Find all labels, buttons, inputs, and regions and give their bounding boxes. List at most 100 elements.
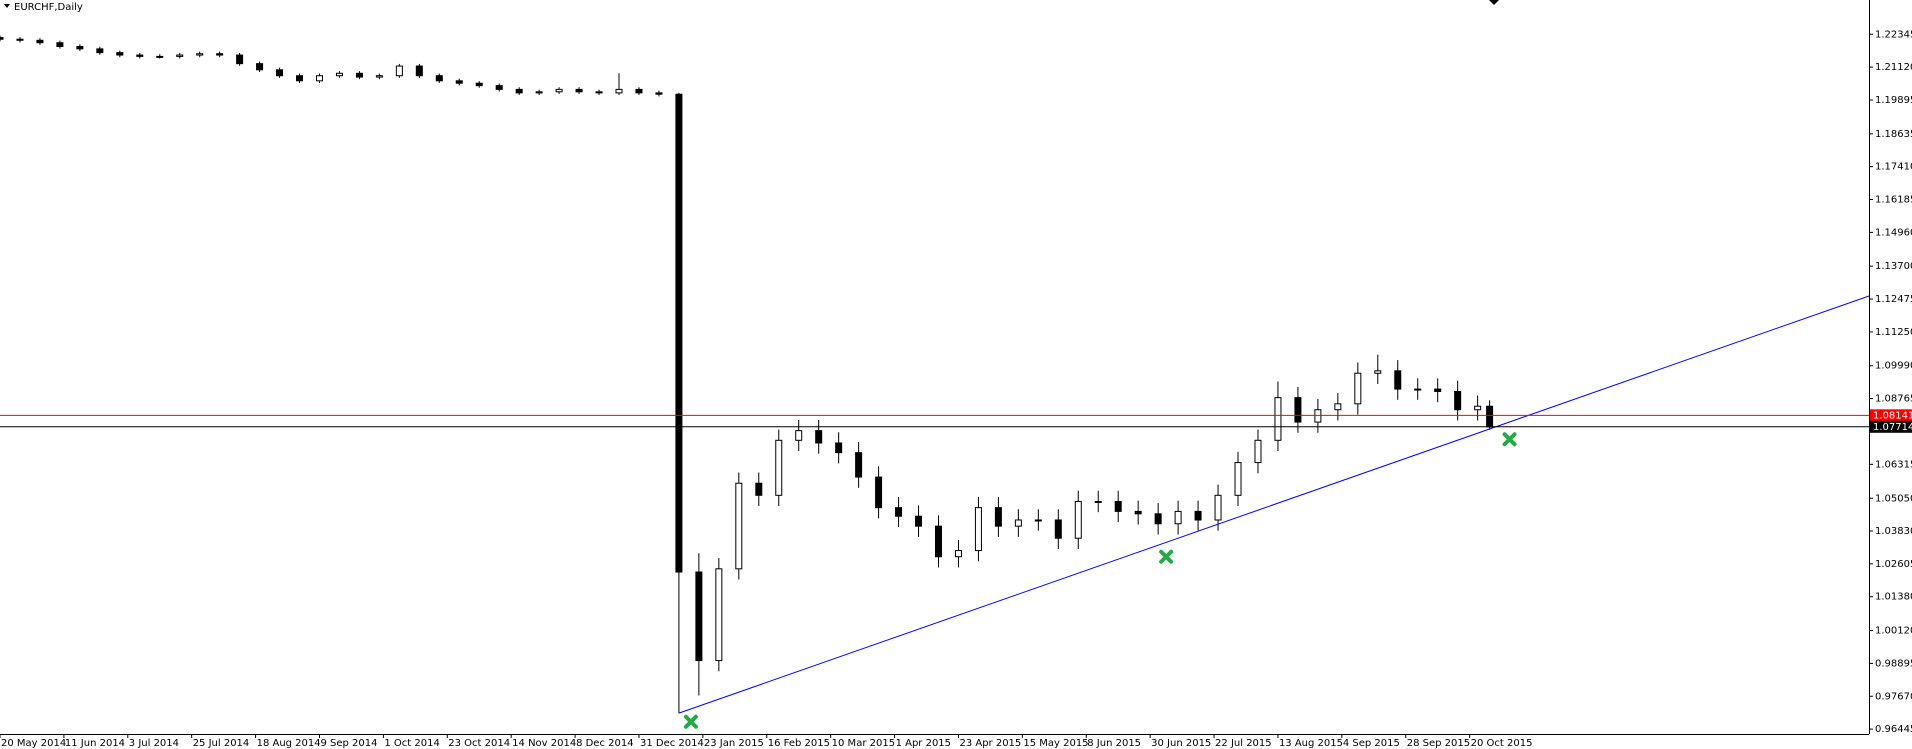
- y-tick-label: 1.16185: [1875, 195, 1912, 206]
- candle-body: [116, 52, 124, 56]
- price-label-box: [1870, 409, 1912, 422]
- x-tick-label: 1 Oct 2014: [384, 738, 439, 749]
- x-tick-label: 15 May 2015: [1023, 738, 1088, 749]
- price-label: 1.07714: [1873, 422, 1912, 433]
- candle-body: [1354, 372, 1362, 405]
- y-tick-label: 1.05050: [1875, 493, 1912, 504]
- x-tick-label: 3 Jul 2014: [129, 738, 179, 749]
- candle-body: [1434, 388, 1442, 392]
- x-tick-label: 18 Aug 2014: [257, 738, 321, 749]
- candle-body: [595, 91, 603, 94]
- menu-arrow[interactable]: [4, 4, 10, 8]
- candle-body: [0, 37, 4, 40]
- candle-body: [735, 482, 743, 570]
- candle-body: [216, 53, 224, 56]
- candle-body: [56, 42, 64, 47]
- y-tick-label: 1.13700: [1875, 261, 1912, 272]
- candle-body: [515, 88, 523, 94]
- price-label-box: [1870, 420, 1912, 433]
- candle-body: [1254, 439, 1262, 464]
- candle-body: [535, 91, 543, 94]
- x-tick-label: 9 Sep 2014: [320, 738, 377, 749]
- candle-body: [296, 75, 304, 82]
- price-label: 1.08141: [1873, 410, 1912, 421]
- x-tick-label: 23 Apr 2015: [959, 738, 1021, 749]
- candle-body: [1374, 370, 1382, 374]
- candle-body: [455, 80, 463, 84]
- candle-body: [954, 550, 962, 558]
- x-tick-label: 22 Jul 2015: [1215, 738, 1272, 749]
- candle-body: [775, 439, 783, 496]
- candle-body: [236, 54, 244, 65]
- x-tick-label: 13 Aug 2015: [1279, 738, 1343, 749]
- candle-body: [555, 88, 563, 93]
- candle-body: [575, 88, 583, 93]
- candle-body: [315, 75, 323, 82]
- candle-body: [1334, 403, 1342, 411]
- candle-body: [875, 476, 883, 509]
- candle-body: [1114, 500, 1122, 512]
- x-tick-label: 31 Dec 2014: [640, 738, 704, 749]
- x-marker: [1502, 432, 1517, 447]
- trendline: [678, 295, 1870, 714]
- candle-body: [276, 69, 284, 77]
- candle-body: [1294, 397, 1302, 423]
- y-tick-label: 1.03830: [1875, 526, 1912, 537]
- y-tick-label: 1.11250: [1875, 327, 1912, 338]
- candle-body: [1454, 390, 1462, 411]
- candle-body: [934, 525, 942, 558]
- candle-body: [1394, 370, 1402, 390]
- x-tick-label: 1 Apr 2015: [896, 738, 951, 749]
- shift-marker: [1489, 0, 1499, 5]
- candle-body: [1074, 500, 1082, 539]
- x-tick-label: 4 Sep 2015: [1343, 738, 1400, 749]
- candle-body: [1274, 397, 1282, 441]
- candle-body: [96, 48, 104, 54]
- y-tick-label: 1.14960: [1875, 227, 1912, 238]
- candle-body: [1054, 519, 1062, 539]
- candle-body: [855, 452, 863, 478]
- x-tick-label: 23 Jan 2015: [704, 738, 764, 749]
- candle-body: [1194, 510, 1202, 521]
- y-tick-label: 1.12475: [1875, 294, 1912, 305]
- y-tick-label: 1.18635: [1875, 129, 1912, 140]
- candle-body: [635, 88, 643, 94]
- candle-body: [136, 54, 144, 57]
- y-tick-label: 1.09990: [1875, 361, 1912, 372]
- y-tick-label: 1.02605: [1875, 559, 1912, 570]
- y-tick-label: 0.98895: [1875, 658, 1912, 669]
- x-tick-label: 10 Mar 2015: [832, 738, 895, 749]
- x-marker: [683, 714, 698, 729]
- candle-body: [795, 430, 803, 441]
- y-tick-label: 1.08765: [1875, 394, 1912, 405]
- x-tick-label: 30 Jun 2015: [1151, 738, 1211, 749]
- x-tick-label: 14 Nov 2014: [512, 738, 576, 749]
- candle-body: [1034, 519, 1042, 522]
- candle-body: [495, 85, 503, 90]
- x-tick-label: 11 Jun 2014: [65, 738, 125, 749]
- candle-body: [375, 75, 383, 78]
- candle-body: [815, 430, 823, 444]
- candle-body: [1486, 405, 1494, 428]
- candle-body: [256, 63, 264, 71]
- candle-body: [1234, 462, 1242, 496]
- y-tick-label: 1.22345: [1875, 29, 1912, 40]
- candle-body: [915, 515, 923, 527]
- candle-body: [355, 72, 363, 78]
- candle-body: [1214, 494, 1222, 521]
- candle-body: [335, 72, 343, 77]
- candle-body: [415, 65, 423, 77]
- candle-body: [655, 92, 663, 95]
- candle-body: [1134, 510, 1142, 515]
- candle-body: [176, 54, 184, 57]
- candle-body: [835, 442, 843, 454]
- candle-body: [1094, 500, 1102, 503]
- candle-body: [1314, 409, 1322, 423]
- candle-body: [1474, 405, 1482, 411]
- candle-body: [895, 507, 903, 517]
- y-tick-label: 1.19895: [1875, 95, 1912, 106]
